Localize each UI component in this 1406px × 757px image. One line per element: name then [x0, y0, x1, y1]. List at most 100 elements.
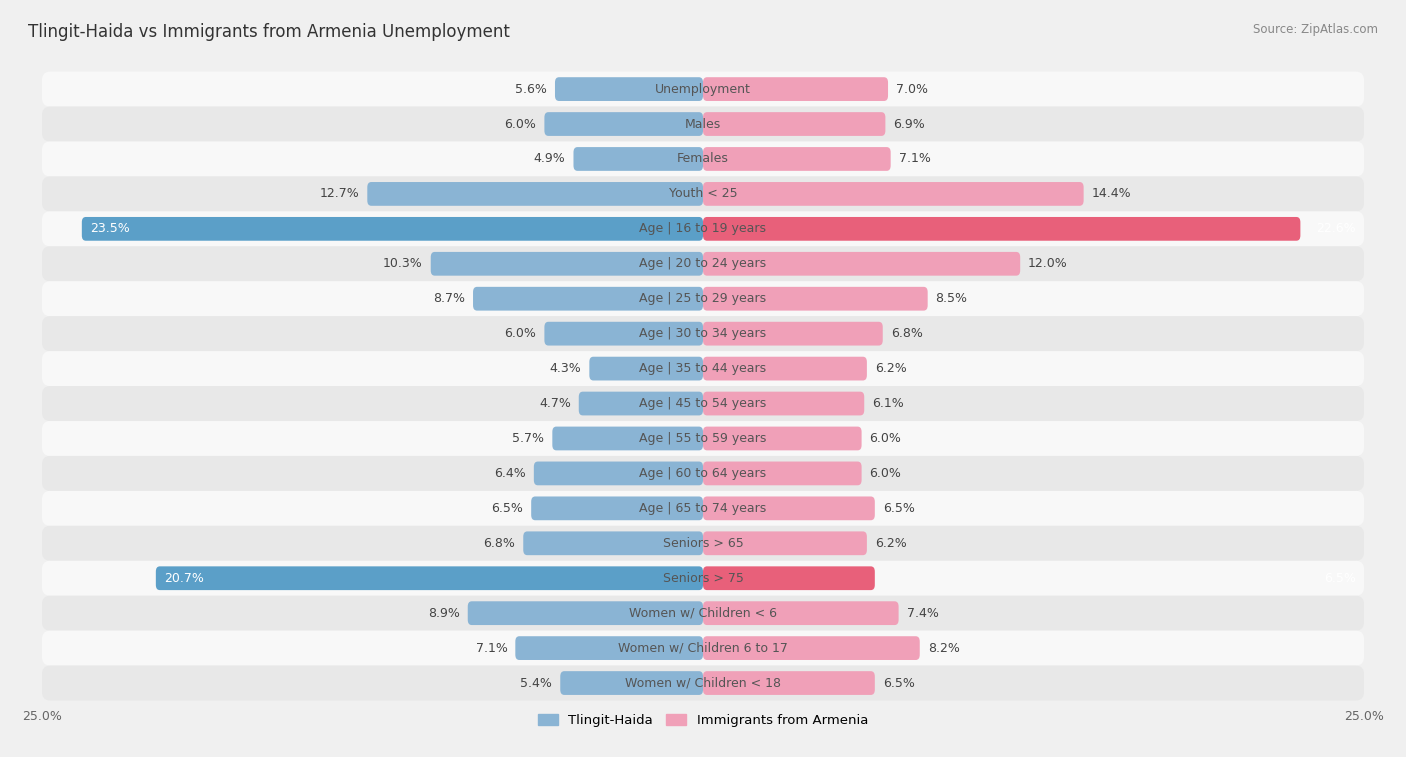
Text: 6.0%: 6.0% [505, 327, 537, 340]
FancyBboxPatch shape [42, 491, 1364, 526]
FancyBboxPatch shape [703, 462, 862, 485]
Text: Age | 60 to 64 years: Age | 60 to 64 years [640, 467, 766, 480]
FancyBboxPatch shape [42, 107, 1364, 142]
Text: 6.4%: 6.4% [494, 467, 526, 480]
Text: 8.5%: 8.5% [935, 292, 967, 305]
FancyBboxPatch shape [156, 566, 703, 590]
FancyBboxPatch shape [42, 351, 1364, 386]
FancyBboxPatch shape [42, 665, 1364, 700]
Text: 8.9%: 8.9% [427, 606, 460, 620]
Text: 6.0%: 6.0% [869, 467, 901, 480]
Text: 8.2%: 8.2% [928, 642, 959, 655]
FancyBboxPatch shape [42, 72, 1364, 107]
FancyBboxPatch shape [560, 671, 703, 695]
Text: Age | 35 to 44 years: Age | 35 to 44 years [640, 362, 766, 375]
FancyBboxPatch shape [468, 601, 703, 625]
FancyBboxPatch shape [703, 601, 898, 625]
FancyBboxPatch shape [703, 182, 1084, 206]
FancyBboxPatch shape [534, 462, 703, 485]
FancyBboxPatch shape [516, 636, 703, 660]
Text: 6.9%: 6.9% [893, 117, 925, 130]
Text: 8.7%: 8.7% [433, 292, 465, 305]
FancyBboxPatch shape [42, 631, 1364, 665]
Text: 22.6%: 22.6% [1316, 223, 1355, 235]
Text: Age | 55 to 59 years: Age | 55 to 59 years [640, 432, 766, 445]
Text: Seniors > 65: Seniors > 65 [662, 537, 744, 550]
FancyBboxPatch shape [579, 391, 703, 416]
FancyBboxPatch shape [703, 147, 890, 171]
FancyBboxPatch shape [42, 561, 1364, 596]
FancyBboxPatch shape [703, 391, 865, 416]
Text: Seniors > 75: Seniors > 75 [662, 572, 744, 584]
FancyBboxPatch shape [703, 531, 868, 555]
Text: Unemployment: Unemployment [655, 83, 751, 95]
Text: 12.0%: 12.0% [1028, 257, 1069, 270]
Text: 7.4%: 7.4% [907, 606, 938, 620]
Text: Women w/ Children < 6: Women w/ Children < 6 [628, 606, 778, 620]
FancyBboxPatch shape [703, 287, 928, 310]
FancyBboxPatch shape [703, 217, 1301, 241]
Text: Age | 16 to 19 years: Age | 16 to 19 years [640, 223, 766, 235]
Text: Age | 30 to 34 years: Age | 30 to 34 years [640, 327, 766, 340]
Text: Tlingit-Haida vs Immigrants from Armenia Unemployment: Tlingit-Haida vs Immigrants from Armenia… [28, 23, 510, 41]
FancyBboxPatch shape [703, 112, 886, 136]
FancyBboxPatch shape [574, 147, 703, 171]
Text: 12.7%: 12.7% [319, 188, 360, 201]
Text: Source: ZipAtlas.com: Source: ZipAtlas.com [1253, 23, 1378, 36]
Text: 4.3%: 4.3% [550, 362, 582, 375]
FancyBboxPatch shape [703, 322, 883, 345]
FancyBboxPatch shape [553, 427, 703, 450]
Text: 6.0%: 6.0% [505, 117, 537, 130]
Text: Females: Females [678, 152, 728, 166]
FancyBboxPatch shape [703, 566, 875, 590]
Text: 7.1%: 7.1% [898, 152, 931, 166]
Text: 7.1%: 7.1% [475, 642, 508, 655]
Text: 6.2%: 6.2% [875, 537, 907, 550]
Text: 20.7%: 20.7% [163, 572, 204, 584]
FancyBboxPatch shape [703, 357, 868, 381]
Text: 6.2%: 6.2% [875, 362, 907, 375]
FancyBboxPatch shape [42, 316, 1364, 351]
FancyBboxPatch shape [531, 497, 703, 520]
Text: Age | 20 to 24 years: Age | 20 to 24 years [640, 257, 766, 270]
FancyBboxPatch shape [544, 322, 703, 345]
Text: 23.5%: 23.5% [90, 223, 129, 235]
FancyBboxPatch shape [703, 77, 889, 101]
FancyBboxPatch shape [42, 282, 1364, 316]
FancyBboxPatch shape [544, 112, 703, 136]
FancyBboxPatch shape [42, 526, 1364, 561]
FancyBboxPatch shape [42, 176, 1364, 211]
Text: 10.3%: 10.3% [382, 257, 423, 270]
Text: 6.1%: 6.1% [872, 397, 904, 410]
Text: 6.5%: 6.5% [1324, 572, 1355, 584]
Text: 6.5%: 6.5% [491, 502, 523, 515]
Text: 6.8%: 6.8% [890, 327, 922, 340]
FancyBboxPatch shape [42, 596, 1364, 631]
Text: 6.5%: 6.5% [883, 502, 915, 515]
FancyBboxPatch shape [555, 77, 703, 101]
Text: 6.8%: 6.8% [484, 537, 516, 550]
Text: 7.0%: 7.0% [896, 83, 928, 95]
FancyBboxPatch shape [82, 217, 703, 241]
FancyBboxPatch shape [42, 456, 1364, 491]
FancyBboxPatch shape [523, 531, 703, 555]
Text: 5.6%: 5.6% [515, 83, 547, 95]
Text: Males: Males [685, 117, 721, 130]
Text: Women w/ Children 6 to 17: Women w/ Children 6 to 17 [619, 642, 787, 655]
Text: 6.0%: 6.0% [869, 432, 901, 445]
FancyBboxPatch shape [703, 427, 862, 450]
Text: Age | 45 to 54 years: Age | 45 to 54 years [640, 397, 766, 410]
FancyBboxPatch shape [367, 182, 703, 206]
Text: 14.4%: 14.4% [1091, 188, 1132, 201]
Text: Age | 65 to 74 years: Age | 65 to 74 years [640, 502, 766, 515]
Legend: Tlingit-Haida, Immigrants from Armenia: Tlingit-Haida, Immigrants from Armenia [533, 709, 873, 732]
Text: 4.9%: 4.9% [534, 152, 565, 166]
Text: Youth < 25: Youth < 25 [669, 188, 737, 201]
Text: 4.7%: 4.7% [538, 397, 571, 410]
FancyBboxPatch shape [703, 497, 875, 520]
Text: Age | 25 to 29 years: Age | 25 to 29 years [640, 292, 766, 305]
FancyBboxPatch shape [42, 386, 1364, 421]
FancyBboxPatch shape [472, 287, 703, 310]
FancyBboxPatch shape [703, 252, 1021, 276]
Text: 5.4%: 5.4% [520, 677, 553, 690]
